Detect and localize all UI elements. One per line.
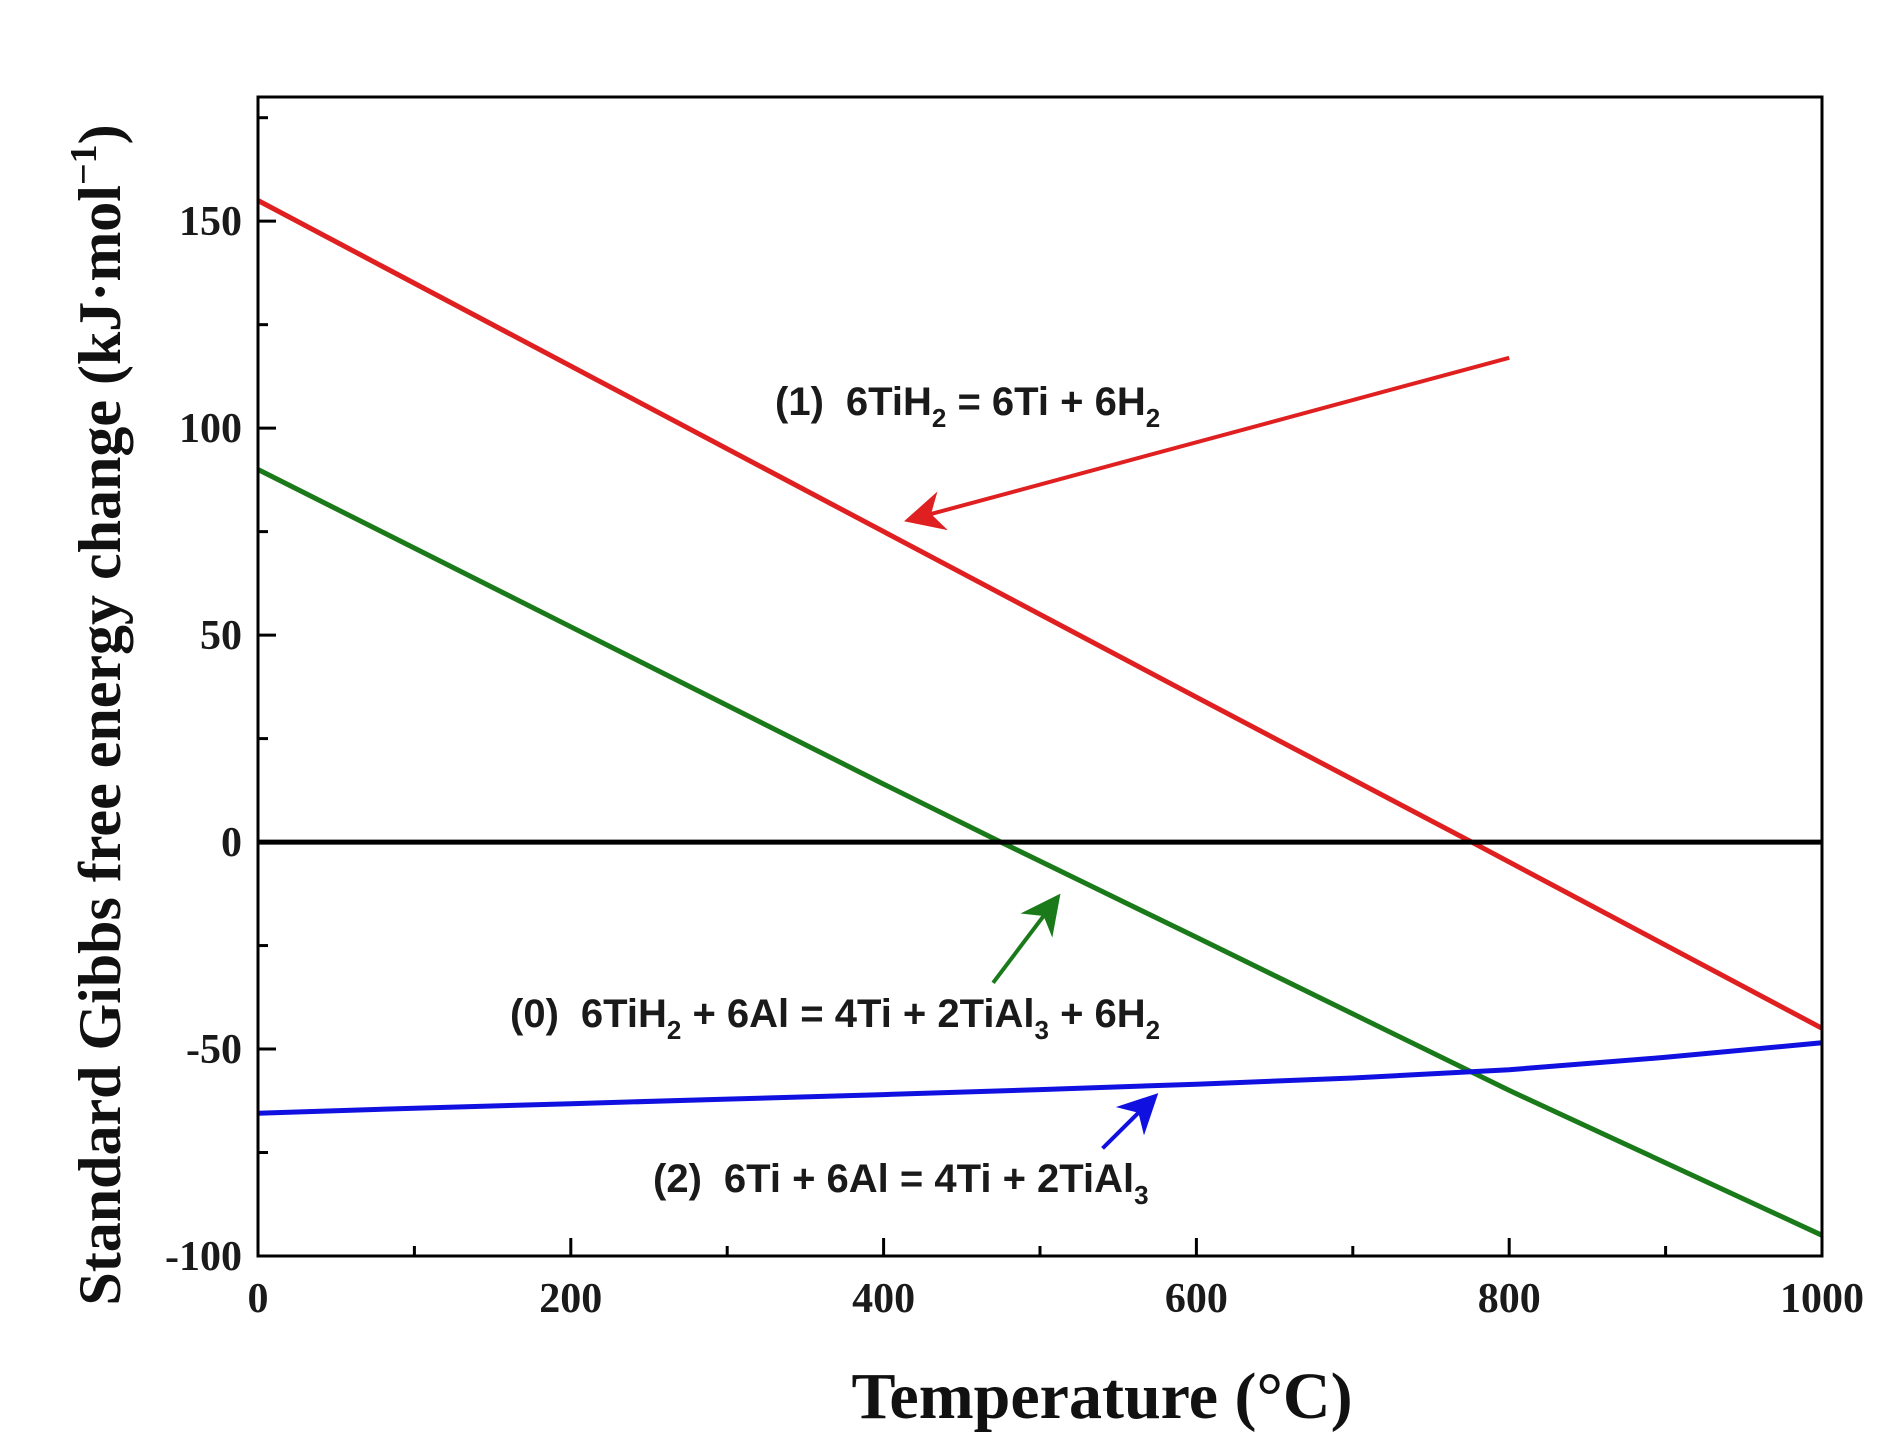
annotation-formula-part: = 6Ti + 6H <box>946 380 1145 424</box>
y-axis-title-close: ) <box>67 124 133 144</box>
series-line-2 <box>257 1040 1823 1116</box>
annotation-number: (0) <box>510 992 559 1036</box>
y-axis-title-exponent: −1 <box>63 144 105 185</box>
annotation-label-2: (2) 6Ti + 6Al = 4Ti + 2TiAl3 <box>653 1157 1149 1210</box>
x-tick-label: 0 <box>248 1276 269 1322</box>
annotation-label-1: (0) 6TiH2 + 6Al = 4Ti + 2TiAl3 + 6H2 <box>510 992 1160 1045</box>
annotation-formula-part: + 6Al = 4Ti + 2TiAl <box>681 992 1034 1036</box>
x-tick-label: 800 <box>1478 1276 1541 1322</box>
annotation-arrow-2 <box>1101 1093 1159 1150</box>
x-axis-title: Temperature (°C) <box>851 1360 1352 1433</box>
x-tick-label: 1000 <box>1780 1276 1864 1322</box>
annotation-arrow-1 <box>991 893 1061 985</box>
x-tick-label: 600 <box>1165 1276 1228 1322</box>
y-tick-label: 50 <box>200 613 242 659</box>
annotation-formula-part: 6Ti + 6Al = 4Ti + 2TiAl <box>724 1157 1134 1201</box>
annotation-subscript: 2 <box>932 403 946 433</box>
plot-frame <box>256 95 1824 1258</box>
y-tick-label: 100 <box>179 406 242 452</box>
y-axis-title-main: Standard Gibbs free energy change (kJ·mo… <box>67 185 133 1306</box>
y-tick-label: -50 <box>186 1027 242 1073</box>
annotation-subscript: 3 <box>1134 1180 1148 1210</box>
annotation-arrow-0 <box>904 355 1510 531</box>
annotation-subscript: 2 <box>1146 1015 1160 1045</box>
series-line-1 <box>256 467 1824 1238</box>
y-tick-label: -100 <box>165 1234 242 1280</box>
x-tick-label: 400 <box>852 1276 915 1322</box>
annotation-formula-part: 6TiH <box>846 380 932 424</box>
series-line-0 <box>256 198 1824 1031</box>
y-tick-label: 0 <box>221 820 242 866</box>
annotation-subscript: 2 <box>1146 403 1160 433</box>
annotation-formula-part: 6TiH <box>581 992 667 1036</box>
annotation-subscript: 3 <box>1034 1015 1048 1045</box>
annotation-formula-part: + 6H <box>1049 992 1146 1036</box>
y-axis-title: Standard Gibbs free energy change (kJ·mo… <box>63 124 133 1305</box>
annotation-label-0: (1) 6TiH2 = 6Ti + 6H2 <box>775 380 1160 433</box>
x-tick-label: 200 <box>539 1276 602 1322</box>
annotation-number: (2) <box>653 1157 702 1201</box>
annotation-number: (1) <box>775 380 824 424</box>
annotation-subscript: 2 <box>667 1015 681 1045</box>
y-tick-label: 150 <box>179 199 242 245</box>
